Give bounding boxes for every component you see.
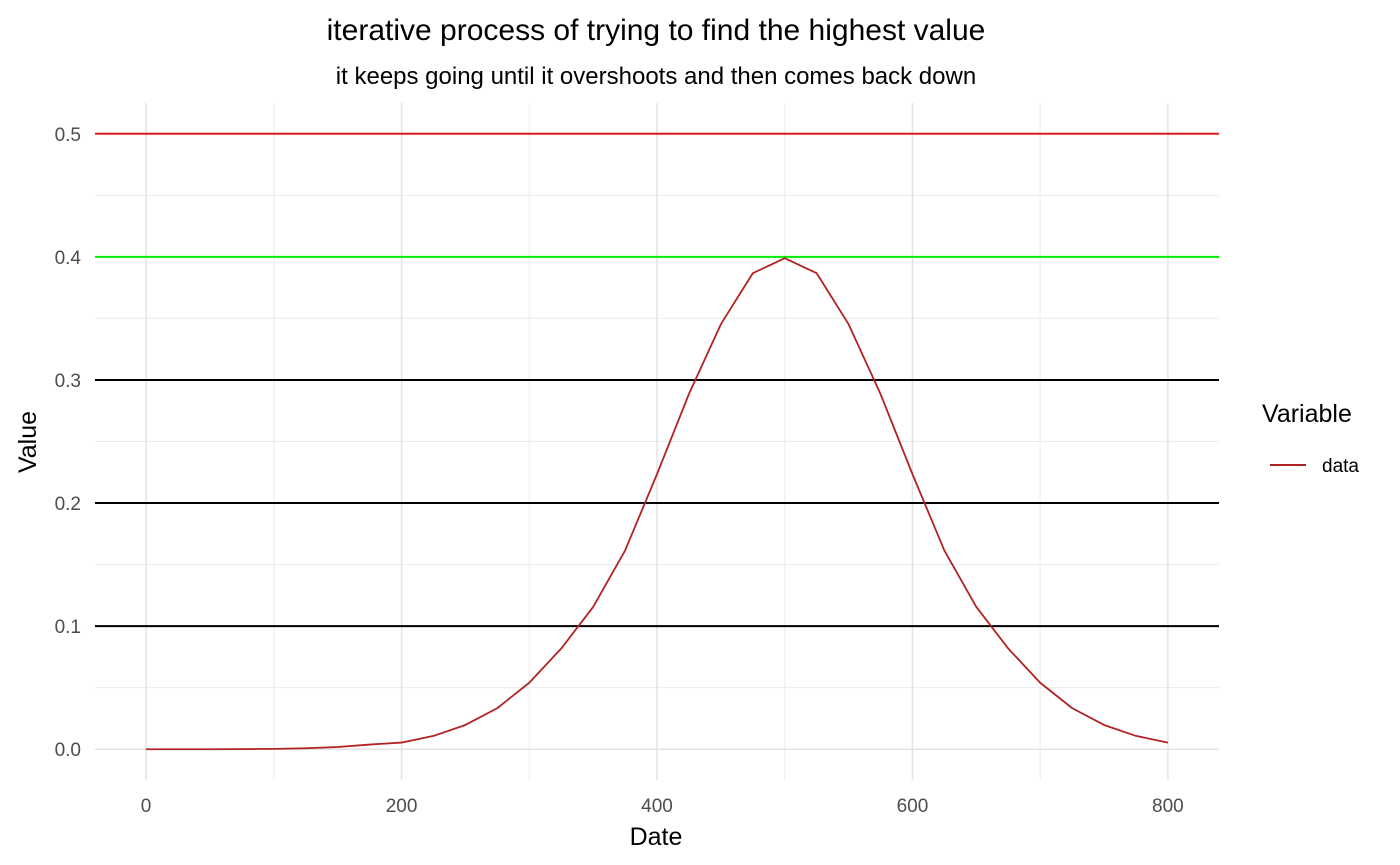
y-tick-label: 0.1	[55, 617, 81, 638]
x-tick-label: 800	[1152, 796, 1184, 817]
x-tick-label: 0	[141, 796, 152, 817]
y-axis-title: Value	[14, 411, 42, 473]
y-tick-label: 0.2	[55, 494, 81, 515]
legend-title: Variable	[1262, 400, 1352, 428]
x-tick-label: 200	[386, 796, 418, 817]
y-tick-label: 0.5	[55, 125, 81, 146]
y-tick-label: 0.3	[55, 371, 81, 392]
series-layer	[146, 257, 1169, 751]
chart-title: iterative process of trying to find the …	[327, 14, 986, 47]
grid-lines	[95, 103, 1219, 780]
x-axis-title: Date	[630, 823, 683, 851]
tick-labels: 0 200 400 600 800 0.0 0.1 0.2 0.3 0.4 0.5	[55, 125, 1184, 817]
reference-lines	[95, 132, 1219, 628]
series-line-data	[146, 257, 1169, 751]
legend: Variable data	[1262, 400, 1359, 477]
y-tick-label: 0.0	[55, 740, 81, 761]
x-tick-label: 400	[641, 796, 673, 817]
chart-subtitle: it keeps going until it overshoots and t…	[336, 63, 976, 90]
y-tick-label: 0.4	[55, 248, 82, 269]
x-tick-label: 600	[897, 796, 929, 817]
legend-label-data: data	[1322, 456, 1359, 477]
